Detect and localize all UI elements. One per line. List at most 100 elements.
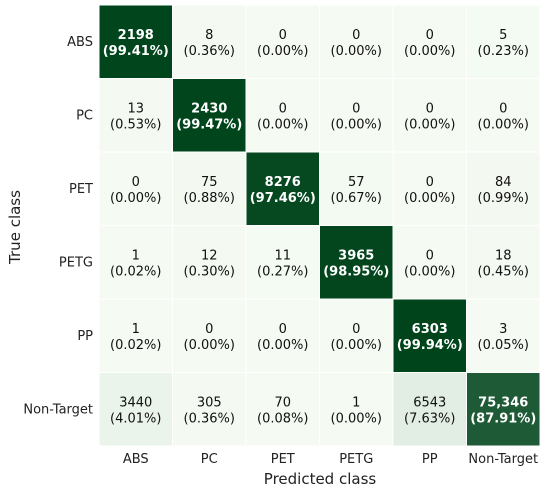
heatmap-cell: [319, 151, 394, 226]
heatmap-cell: [392, 225, 467, 300]
heatmap-cell: [245, 225, 320, 300]
heatmap-cell: [98, 372, 173, 447]
cell-percentage-label: (0.05%): [478, 338, 529, 353]
cell-percentage-label: (0.99%): [478, 191, 529, 206]
cell-count-label: 0: [426, 248, 434, 263]
cell-percentage-label: (0.00%): [331, 117, 382, 132]
cell-percentage-label: (0.00%): [404, 117, 455, 132]
heatmap-cell: [466, 298, 541, 373]
cell-count-label: 0: [279, 28, 287, 43]
cell-count-label: 0: [499, 101, 507, 116]
heatmap-cell: [98, 225, 173, 300]
cell-count-label: 0: [352, 28, 360, 43]
heatmap-cell: [392, 372, 467, 447]
heatmap-cell: [98, 4, 173, 79]
cell-count-label: 75,346: [478, 395, 528, 410]
cell-percentage-label: (0.00%): [257, 117, 308, 132]
cell-count-label: 0: [426, 28, 434, 43]
cell-count-label: 8: [205, 28, 213, 43]
cell-count-label: 0: [352, 101, 360, 116]
x-tick-label: PC: [201, 452, 218, 467]
cell-percentage-label: (0.00%): [331, 338, 382, 353]
cell-percentage-label: (0.27%): [257, 264, 308, 279]
heatmap-cell: [172, 151, 247, 226]
cell-count-label: 12: [201, 248, 218, 263]
cell-percentage-label: (4.01%): [110, 411, 161, 426]
cell-percentage-label: (0.00%): [404, 44, 455, 59]
heatmap-cell: [466, 372, 541, 447]
cell-count-label: 8276: [265, 175, 301, 190]
heatmap-cell: [319, 372, 394, 447]
cell-count-label: 1: [132, 248, 140, 263]
heatmap-cell: [172, 4, 247, 79]
heatmap-cell: [466, 78, 541, 153]
x-tick-label: PET: [271, 452, 295, 467]
cell-percentage-label: (87.91%): [470, 411, 536, 426]
y-tick-label: PETG: [59, 255, 93, 270]
cell-percentage-label: (0.45%): [478, 264, 529, 279]
cell-percentage-label: (0.02%): [110, 338, 161, 353]
cell-percentage-label: (7.63%): [404, 411, 455, 426]
heatmap-cells: 2198(99.41%)8(0.36%)0(0.00%)0(0.00%)0(0.…: [98, 4, 541, 447]
cell-percentage-label: (0.00%): [404, 264, 455, 279]
heatmap-cell: [245, 298, 320, 373]
cell-count-label: 0: [352, 322, 360, 337]
cell-percentage-label: (0.00%): [110, 191, 161, 206]
y-tick-labels: ABS PC PET PETG PP Non-Target: [23, 35, 93, 418]
heatmap-cell: [172, 225, 247, 300]
cell-percentage-label: (0.00%): [257, 338, 308, 353]
heatmap-cell: [319, 4, 394, 79]
cell-count-label: 2430: [191, 101, 227, 116]
heatmap-cell: [392, 4, 467, 79]
y-axis-title: True class: [6, 190, 24, 265]
x-tick-label: Non-Target: [468, 452, 538, 467]
cell-percentage-label: (99.41%): [103, 44, 169, 59]
cell-percentage-label: (0.00%): [331, 44, 382, 59]
cell-count-label: 0: [132, 175, 140, 190]
cell-percentage-label: (0.00%): [404, 191, 455, 206]
x-tick-label: PETG: [339, 452, 373, 467]
y-tick-label: Non-Target: [23, 402, 93, 417]
cell-percentage-label: (0.30%): [184, 264, 235, 279]
cell-percentage-label: (0.00%): [184, 338, 235, 353]
y-tick-label: PC: [76, 108, 93, 123]
cell-count-label: 0: [426, 101, 434, 116]
cell-percentage-label: (0.00%): [331, 411, 382, 426]
x-tick-label: PP: [422, 452, 438, 467]
cell-percentage-label: (0.53%): [110, 117, 161, 132]
x-tick-label: ABS: [123, 452, 149, 467]
heatmap-cell: [319, 298, 394, 373]
x-axis-title: Predicted class: [264, 470, 377, 488]
cell-count-label: 0: [205, 322, 213, 337]
cell-count-label: 6543: [413, 395, 446, 410]
cell-count-label: 0: [279, 101, 287, 116]
cell-count-label: 3965: [338, 248, 374, 263]
heatmap-cell: [319, 225, 394, 300]
cell-percentage-label: (0.00%): [257, 44, 308, 59]
heatmap-cell: [172, 78, 247, 153]
cell-percentage-label: (0.08%): [257, 411, 308, 426]
cell-count-label: 1: [352, 395, 360, 410]
y-tick-label: PP: [77, 329, 93, 344]
cell-count-label: 305: [197, 395, 222, 410]
cell-count-label: 5: [499, 28, 507, 43]
heatmap-cell: [466, 4, 541, 79]
heatmap-cell: [319, 78, 394, 153]
heatmap-cell: [98, 151, 173, 226]
cell-count-label: 13: [127, 101, 144, 116]
x-tick-labels: ABS PC PET PETG PP Non-Target: [123, 452, 538, 467]
cell-count-label: 3: [499, 322, 507, 337]
cell-count-label: 2198: [118, 28, 154, 43]
cell-count-label: 0: [426, 175, 434, 190]
cell-percentage-label: (0.36%): [184, 44, 235, 59]
cell-count-label: 3440: [119, 395, 152, 410]
cell-count-label: 0: [279, 322, 287, 337]
cell-count-label: 70: [274, 395, 291, 410]
cell-percentage-label: (97.46%): [250, 191, 316, 206]
cell-count-label: 6303: [412, 322, 448, 337]
cell-count-label: 75: [201, 175, 218, 190]
cell-percentage-label: (0.36%): [184, 411, 235, 426]
heatmap-cell: [466, 151, 541, 226]
y-tick-label: PET: [69, 182, 93, 197]
cell-count-label: 18: [495, 248, 512, 263]
